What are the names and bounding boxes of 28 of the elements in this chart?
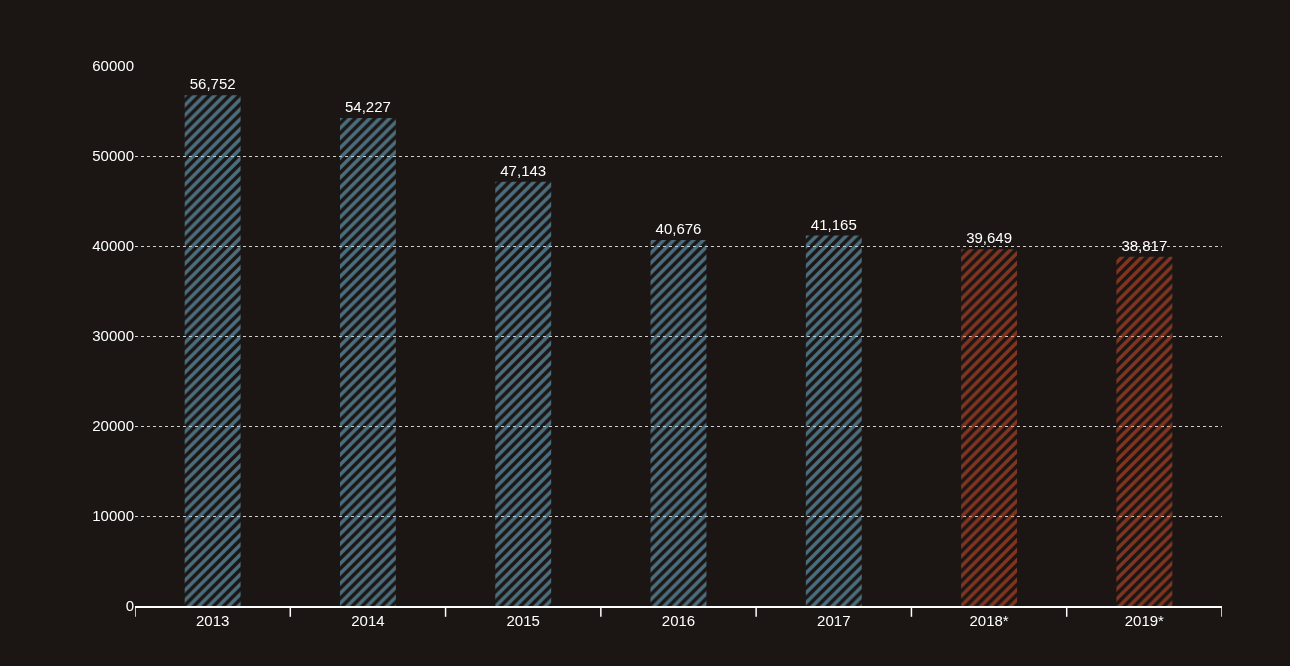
x-tick-label: 2016	[661, 611, 696, 629]
y-tick-label: 0	[125, 597, 134, 615]
bar	[1116, 256, 1173, 606]
x-tick-label: 2015	[506, 611, 540, 629]
y-tick-label: 30000	[92, 327, 134, 345]
x-tick-label: 2019*	[1124, 611, 1165, 629]
y-tick-label: 10000	[92, 507, 134, 525]
data-label: 54,227	[344, 97, 391, 115]
bar	[805, 235, 862, 606]
bar	[650, 239, 707, 606]
x-tick-label: 2017	[817, 611, 851, 629]
bar	[184, 95, 241, 606]
data-label: 56,752	[189, 75, 236, 93]
bar	[339, 117, 396, 606]
x-tick-label: 2018*	[969, 611, 1009, 629]
x-tick-label: 2013	[195, 611, 230, 629]
y-tick-label: 50000	[92, 147, 134, 165]
bar	[495, 181, 552, 606]
data-label: 40,676	[655, 219, 702, 237]
x-tick-label: 2014	[351, 611, 385, 629]
y-tick-label: 20000	[92, 417, 134, 435]
bar	[961, 249, 1018, 606]
data-label: 41,165	[810, 215, 857, 233]
y-tick-label: 60000	[92, 57, 134, 75]
data-label: 47,143	[500, 161, 547, 179]
y-tick-label: 40000	[92, 237, 134, 255]
data-label: 38,817	[1121, 236, 1168, 254]
data-label: 39,649	[966, 229, 1013, 247]
